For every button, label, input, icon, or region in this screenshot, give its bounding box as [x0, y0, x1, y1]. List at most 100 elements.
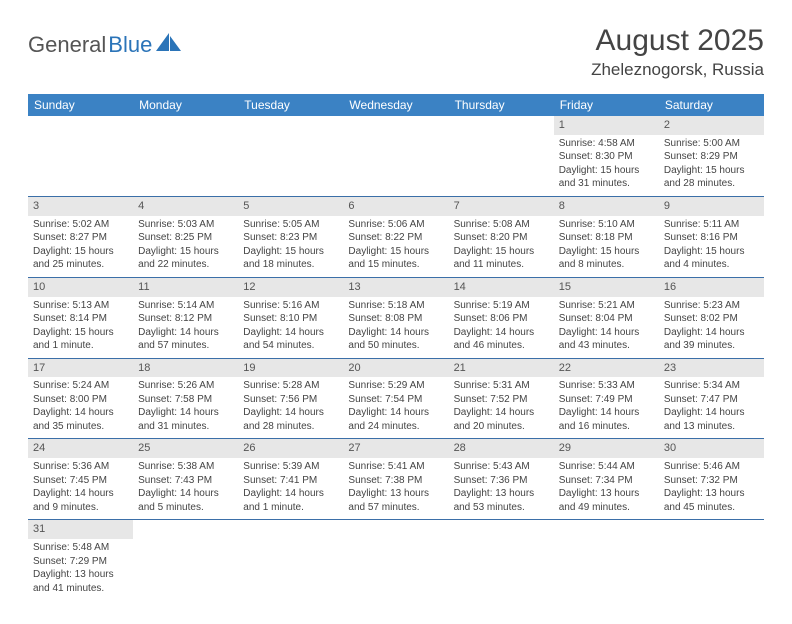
calendar-row: 3Sunrise: 5:02 AMSunset: 8:27 PMDaylight… — [28, 196, 764, 277]
day-line-d1: Daylight: 13 hours — [33, 568, 128, 582]
day-body: Sunrise: 5:26 AMSunset: 7:58 PMDaylight:… — [133, 377, 238, 438]
day-line-sr: Sunrise: 5:33 AM — [559, 379, 654, 393]
day-line-d2: and 39 minutes. — [664, 339, 759, 353]
day-line-d2: and 15 minutes. — [348, 258, 443, 272]
day-line-d1: Daylight: 15 hours — [664, 164, 759, 178]
day-body: Sunrise: 5:46 AMSunset: 7:32 PMDaylight:… — [659, 458, 764, 519]
calendar-cell: 22Sunrise: 5:33 AMSunset: 7:49 PMDayligh… — [554, 358, 659, 439]
day-line-ss: Sunset: 7:38 PM — [348, 474, 443, 488]
calendar-table: Sunday Monday Tuesday Wednesday Thursday… — [28, 94, 764, 600]
day-number: 6 — [343, 197, 448, 216]
day-line-sr: Sunrise: 5:19 AM — [454, 299, 549, 313]
day-line-ss: Sunset: 7:41 PM — [243, 474, 338, 488]
day-body: Sunrise: 5:00 AMSunset: 8:29 PMDaylight:… — [659, 135, 764, 196]
day-line-d2: and 57 minutes. — [138, 339, 233, 353]
day-line-sr: Sunrise: 5:24 AM — [33, 379, 128, 393]
day-line-sr: Sunrise: 5:14 AM — [138, 299, 233, 313]
day-line-sr: Sunrise: 5:11 AM — [664, 218, 759, 232]
day-line-d2: and 28 minutes. — [243, 420, 338, 434]
day-line-ss: Sunset: 8:30 PM — [559, 150, 654, 164]
day-body: Sunrise: 5:08 AMSunset: 8:20 PMDaylight:… — [449, 216, 554, 277]
day-header: Monday — [133, 94, 238, 116]
day-line-sr: Sunrise: 5:10 AM — [559, 218, 654, 232]
calendar-cell: 26Sunrise: 5:39 AMSunset: 7:41 PMDayligh… — [238, 439, 343, 520]
day-line-ss: Sunset: 7:36 PM — [454, 474, 549, 488]
day-line-sr: Sunrise: 5:23 AM — [664, 299, 759, 313]
day-body: Sunrise: 5:31 AMSunset: 7:52 PMDaylight:… — [449, 377, 554, 438]
day-line-d2: and 4 minutes. — [664, 258, 759, 272]
calendar-cell — [554, 520, 659, 600]
day-line-d1: Daylight: 14 hours — [138, 406, 233, 420]
calendar-cell: 28Sunrise: 5:43 AMSunset: 7:36 PMDayligh… — [449, 439, 554, 520]
day-number: 15 — [554, 278, 659, 297]
calendar-cell: 7Sunrise: 5:08 AMSunset: 8:20 PMDaylight… — [449, 196, 554, 277]
calendar-cell: 20Sunrise: 5:29 AMSunset: 7:54 PMDayligh… — [343, 358, 448, 439]
calendar-cell: 19Sunrise: 5:28 AMSunset: 7:56 PMDayligh… — [238, 358, 343, 439]
day-line-ss: Sunset: 8:27 PM — [33, 231, 128, 245]
day-line-sr: Sunrise: 5:38 AM — [138, 460, 233, 474]
day-line-d1: Daylight: 14 hours — [243, 326, 338, 340]
day-body: Sunrise: 5:41 AMSunset: 7:38 PMDaylight:… — [343, 458, 448, 519]
day-line-sr: Sunrise: 5:41 AM — [348, 460, 443, 474]
calendar-cell: 6Sunrise: 5:06 AMSunset: 8:22 PMDaylight… — [343, 196, 448, 277]
calendar-row: 10Sunrise: 5:13 AMSunset: 8:14 PMDayligh… — [28, 277, 764, 358]
day-line-d1: Daylight: 14 hours — [559, 406, 654, 420]
day-line-sr: Sunrise: 5:06 AM — [348, 218, 443, 232]
day-line-ss: Sunset: 7:49 PM — [559, 393, 654, 407]
day-body: Sunrise: 5:11 AMSunset: 8:16 PMDaylight:… — [659, 216, 764, 277]
day-body: Sunrise: 5:38 AMSunset: 7:43 PMDaylight:… — [133, 458, 238, 519]
calendar-cell: 29Sunrise: 5:44 AMSunset: 7:34 PMDayligh… — [554, 439, 659, 520]
day-line-d1: Daylight: 15 hours — [138, 245, 233, 259]
day-number: 10 — [28, 278, 133, 297]
calendar-page: GeneralBlue August 2025 Zheleznogorsk, R… — [0, 0, 792, 624]
day-line-d1: Daylight: 15 hours — [664, 245, 759, 259]
day-line-d2: and 22 minutes. — [138, 258, 233, 272]
calendar-cell — [659, 520, 764, 600]
calendar-cell: 1Sunrise: 4:58 AMSunset: 8:30 PMDaylight… — [554, 116, 659, 196]
day-line-d1: Daylight: 14 hours — [33, 487, 128, 501]
day-body: Sunrise: 5:13 AMSunset: 8:14 PMDaylight:… — [28, 297, 133, 358]
day-line-d1: Daylight: 13 hours — [454, 487, 549, 501]
calendar-cell: 25Sunrise: 5:38 AMSunset: 7:43 PMDayligh… — [133, 439, 238, 520]
day-line-ss: Sunset: 8:22 PM — [348, 231, 443, 245]
day-line-ss: Sunset: 7:45 PM — [33, 474, 128, 488]
calendar-row: 17Sunrise: 5:24 AMSunset: 8:00 PMDayligh… — [28, 358, 764, 439]
day-number: 29 — [554, 439, 659, 458]
day-line-d1: Daylight: 14 hours — [664, 326, 759, 340]
day-line-d2: and 25 minutes. — [33, 258, 128, 272]
day-line-d1: Daylight: 14 hours — [138, 487, 233, 501]
calendar-cell — [133, 116, 238, 196]
day-number: 24 — [28, 439, 133, 458]
calendar-cell: 27Sunrise: 5:41 AMSunset: 7:38 PMDayligh… — [343, 439, 448, 520]
day-line-d2: and 31 minutes. — [138, 420, 233, 434]
day-line-d2: and 5 minutes. — [138, 501, 233, 515]
day-number: 28 — [449, 439, 554, 458]
day-line-sr: Sunrise: 5:29 AM — [348, 379, 443, 393]
day-number: 21 — [449, 359, 554, 378]
day-line-d1: Daylight: 15 hours — [454, 245, 549, 259]
day-line-sr: Sunrise: 5:16 AM — [243, 299, 338, 313]
calendar-cell: 31Sunrise: 5:48 AMSunset: 7:29 PMDayligh… — [28, 520, 133, 600]
calendar-cell: 8Sunrise: 5:10 AMSunset: 8:18 PMDaylight… — [554, 196, 659, 277]
day-line-ss: Sunset: 7:34 PM — [559, 474, 654, 488]
day-line-ss: Sunset: 8:16 PM — [664, 231, 759, 245]
day-line-ss: Sunset: 7:32 PM — [664, 474, 759, 488]
day-number: 20 — [343, 359, 448, 378]
day-line-d1: Daylight: 13 hours — [348, 487, 443, 501]
day-line-sr: Sunrise: 5:28 AM — [243, 379, 338, 393]
calendar-cell — [449, 520, 554, 600]
day-line-d2: and 50 minutes. — [348, 339, 443, 353]
day-line-d2: and 31 minutes. — [559, 177, 654, 191]
calendar-cell: 11Sunrise: 5:14 AMSunset: 8:12 PMDayligh… — [133, 277, 238, 358]
day-line-d2: and 28 minutes. — [664, 177, 759, 191]
day-line-ss: Sunset: 8:08 PM — [348, 312, 443, 326]
calendar-cell — [28, 116, 133, 196]
day-number: 13 — [343, 278, 448, 297]
day-line-d1: Daylight: 14 hours — [454, 406, 549, 420]
calendar-cell: 13Sunrise: 5:18 AMSunset: 8:08 PMDayligh… — [343, 277, 448, 358]
day-body: Sunrise: 5:23 AMSunset: 8:02 PMDaylight:… — [659, 297, 764, 358]
day-line-d1: Daylight: 14 hours — [348, 406, 443, 420]
day-line-d1: Daylight: 14 hours — [243, 406, 338, 420]
day-header: Friday — [554, 94, 659, 116]
day-line-d1: Daylight: 14 hours — [138, 326, 233, 340]
